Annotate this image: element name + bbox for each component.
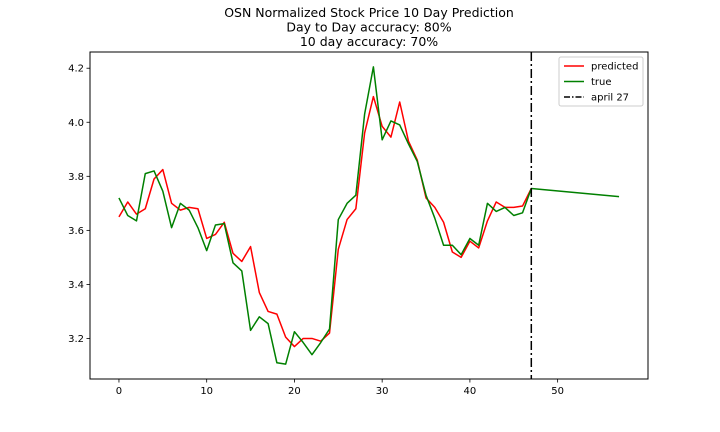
chart-title-line: Day to Day accuracy: 80% — [286, 20, 451, 35]
y-axis: 3.2 3.4 3.6 3.8 4.0 4.2 — [68, 64, 90, 345]
y-tick-label: 4.2 — [68, 64, 84, 75]
y-tick-label: 3.2 — [68, 334, 84, 345]
x-tick-label: 0 — [116, 386, 122, 397]
x-tick-label: 30 — [376, 386, 389, 397]
legend: predicted true april 27 — [558, 56, 644, 107]
y-tick-label: 3.8 — [68, 172, 84, 183]
chart-title-line: OSN Normalized Stock Price 10 Day Predic… — [224, 5, 514, 20]
y-tick-label: 3.4 — [68, 280, 84, 291]
legend-label: predicted — [591, 62, 638, 73]
x-tick-label: 10 — [200, 386, 213, 397]
y-tick-label: 4.0 — [68, 118, 84, 129]
legend-label: april 27 — [591, 93, 629, 104]
x-tick-label: 50 — [551, 386, 564, 397]
plot-frame — [89, 51, 649, 380]
chart-title-line: 10 day accuracy: 70% — [300, 34, 438, 49]
x-tick-label: 20 — [288, 386, 301, 397]
x-axis: 0 10 20 30 40 50 — [116, 379, 564, 397]
legend-label: true — [591, 77, 612, 88]
chart-title: OSN Normalized Stock Price 10 Day Predic… — [224, 5, 514, 49]
y-tick-label: 3.6 — [68, 226, 84, 237]
series-line-true — [118, 66, 620, 365]
plot-area — [89, 51, 649, 380]
series-layer — [118, 52, 620, 379]
x-tick-label: 40 — [464, 386, 477, 397]
legend-box — [558, 56, 644, 107]
